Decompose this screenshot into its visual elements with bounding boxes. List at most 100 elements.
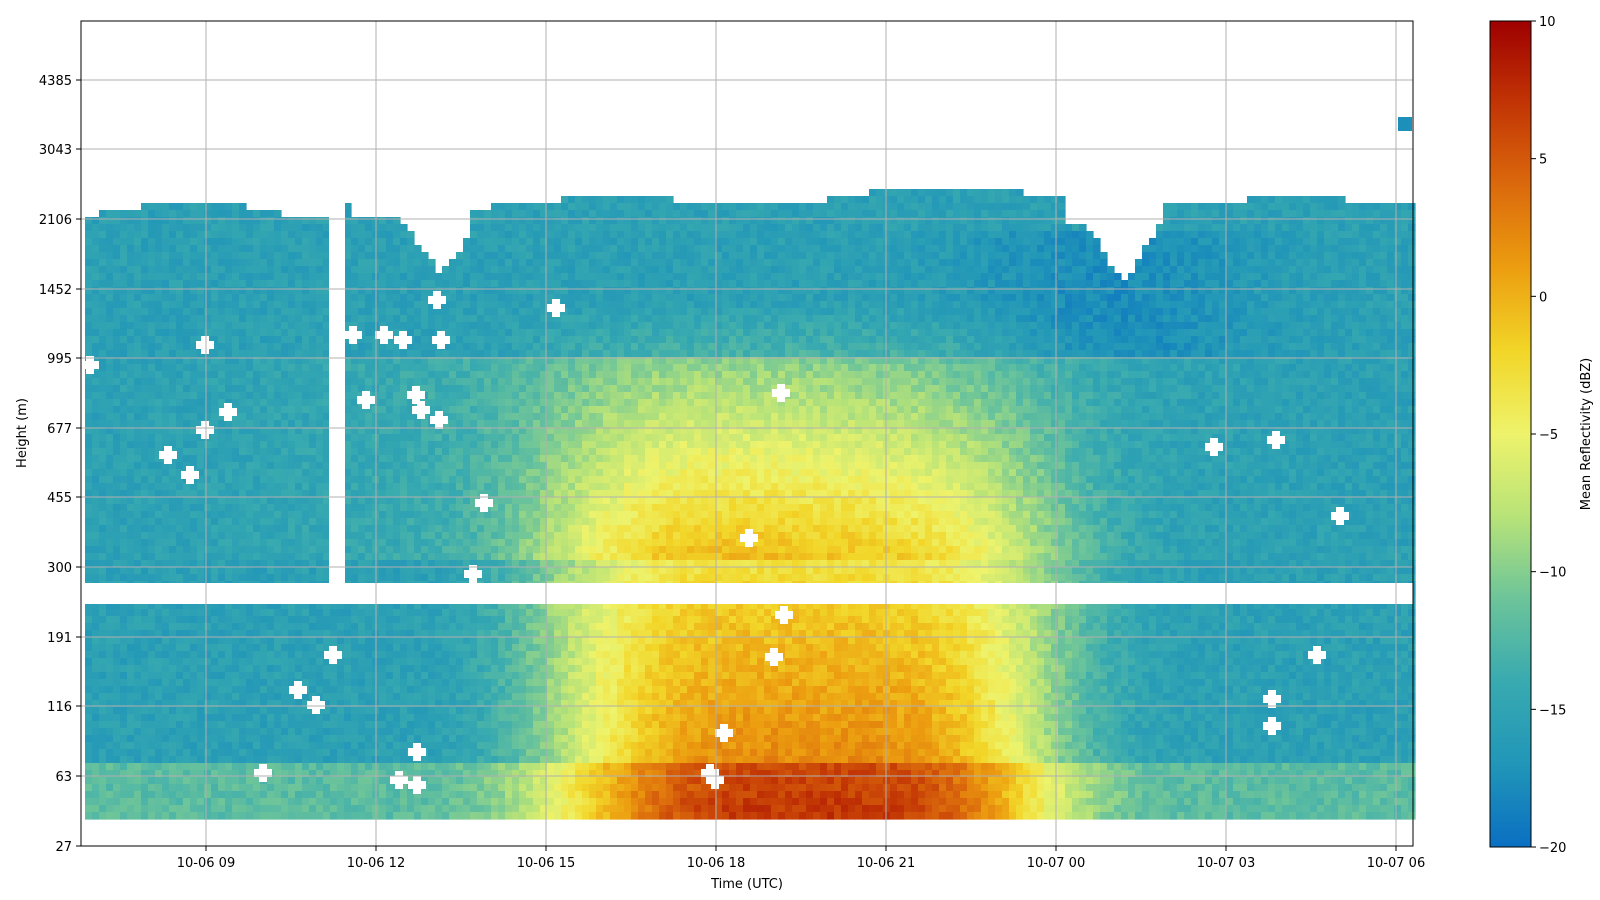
heatmap-cell — [190, 406, 198, 414]
heatmap-cell — [92, 469, 100, 477]
heatmap-cell — [204, 266, 212, 274]
heatmap-cell — [232, 455, 240, 463]
heatmap-cell — [134, 441, 142, 449]
heatmap-cell — [456, 637, 464, 645]
heatmap-cell — [309, 651, 317, 659]
heatmap-cell — [134, 770, 142, 778]
heatmap-cell — [183, 217, 191, 225]
heatmap-cell — [127, 721, 135, 729]
heatmap-cell — [470, 392, 478, 400]
heatmap-cell — [148, 721, 156, 729]
heatmap-cell — [120, 280, 128, 288]
heatmap-cell — [302, 546, 310, 554]
heatmap-cell — [197, 686, 205, 694]
heatmap-cell — [421, 658, 429, 666]
heatmap-cell — [134, 567, 142, 575]
heatmap-cell — [190, 434, 198, 442]
heatmap-cell — [302, 315, 310, 323]
heatmap-cell — [239, 490, 247, 498]
heatmap-cell — [92, 791, 100, 799]
heatmap-cell — [134, 728, 142, 736]
heatmap-cell — [99, 679, 107, 687]
heatmap-cell — [190, 707, 198, 715]
heatmap-cell — [169, 259, 177, 267]
heatmap-cell — [218, 469, 226, 477]
heatmap-cell — [456, 651, 464, 659]
heatmap-cell — [428, 609, 436, 617]
heatmap-cell — [106, 434, 114, 442]
heatmap-cell — [127, 763, 135, 771]
heatmap-cell — [484, 469, 492, 477]
heatmap-cell — [351, 217, 359, 225]
heatmap-cell — [337, 735, 345, 743]
heatmap-cell — [477, 770, 485, 778]
heatmap-cell — [470, 756, 478, 764]
heatmap-cell — [281, 441, 289, 449]
heatmap-cell — [218, 805, 226, 813]
heatmap-cell — [274, 700, 282, 708]
heatmap-cell — [218, 224, 226, 232]
heatmap-cell — [358, 434, 366, 442]
heatmap-cell — [85, 553, 93, 561]
heatmap-cell — [176, 322, 184, 330]
heatmap-cell — [176, 210, 184, 218]
heatmap-cell — [218, 273, 226, 281]
heatmap-cell — [134, 427, 142, 435]
heatmap-cell — [204, 392, 212, 400]
heatmap-cell — [176, 553, 184, 561]
heatmap-cell — [274, 427, 282, 435]
heatmap-cell — [246, 224, 254, 232]
heatmap-cell — [246, 539, 254, 547]
heatmap-cell — [442, 483, 450, 491]
heatmap-cell — [386, 644, 394, 652]
heatmap-cell — [120, 504, 128, 512]
heatmap-cell — [232, 385, 240, 393]
heatmap-cell — [463, 637, 471, 645]
heatmap-cell — [281, 322, 289, 330]
heatmap-cell — [197, 658, 205, 666]
heatmap-cell — [162, 322, 170, 330]
heatmap-cell — [204, 315, 212, 323]
heatmap-cell — [428, 441, 436, 449]
heatmap-cell — [316, 672, 324, 680]
heatmap-cell — [288, 434, 296, 442]
heatmap-cell — [302, 308, 310, 316]
heatmap-cell — [393, 259, 401, 267]
heatmap-cell — [260, 511, 268, 519]
heatmap-cell — [85, 686, 93, 694]
heatmap-cell — [442, 714, 450, 722]
heatmap-cell — [351, 308, 359, 316]
heatmap-cell — [435, 714, 443, 722]
heatmap-cell — [120, 210, 128, 218]
heatmap-cell — [393, 427, 401, 435]
heatmap-cell — [281, 777, 289, 785]
heatmap-cell — [379, 756, 387, 764]
heatmap-cell — [386, 357, 394, 365]
heatmap-cell — [386, 441, 394, 449]
heatmap-cell — [358, 259, 366, 267]
heatmap-cell — [162, 623, 170, 631]
heatmap-cell — [309, 686, 317, 694]
heatmap-cell — [169, 483, 177, 491]
heatmap-cell — [113, 532, 121, 540]
heatmap-cell — [428, 490, 436, 498]
heatmap-cell — [162, 763, 170, 771]
heatmap-cell — [379, 252, 387, 260]
heatmap-cell — [141, 546, 149, 554]
heatmap-cell — [162, 686, 170, 694]
heatmap-cell — [351, 350, 359, 358]
heatmap-cell — [442, 406, 450, 414]
heatmap-cell — [218, 217, 226, 225]
heatmap-cell — [407, 546, 415, 554]
heatmap-cell — [365, 427, 373, 435]
heatmap-cell — [379, 238, 387, 246]
heatmap-cell — [232, 574, 240, 582]
heatmap-cell — [183, 413, 191, 421]
heatmap-cell — [267, 553, 275, 561]
heatmap-cell — [295, 357, 303, 365]
heatmap-cell — [92, 308, 100, 316]
heatmap-cell — [463, 602, 471, 610]
heatmap-cell — [274, 280, 282, 288]
heatmap-cell — [288, 623, 296, 631]
heatmap-cell — [358, 322, 366, 330]
